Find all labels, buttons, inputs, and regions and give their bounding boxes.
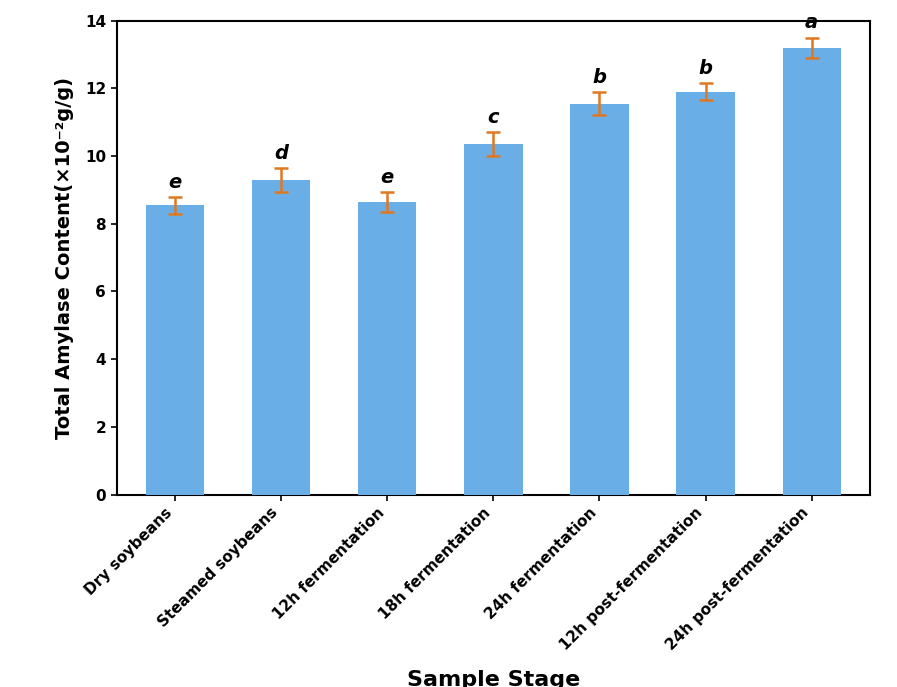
- Text: e: e: [169, 172, 181, 192]
- Bar: [358, 202, 416, 495]
- Bar: [782, 47, 840, 495]
- Text: d: d: [274, 144, 288, 163]
- Bar: [676, 92, 735, 495]
- Bar: [146, 205, 205, 495]
- Text: e: e: [380, 168, 394, 186]
- Text: b: b: [699, 59, 712, 78]
- Text: a: a: [806, 14, 818, 32]
- Text: b: b: [593, 67, 606, 87]
- Y-axis label: Total Amylase Content(×10⁻²g/g): Total Amylase Content(×10⁻²g/g): [55, 77, 74, 438]
- Bar: [252, 180, 310, 495]
- X-axis label: Sample Stage: Sample Stage: [406, 670, 580, 687]
- Bar: [570, 104, 629, 495]
- Bar: [464, 144, 523, 495]
- Text: c: c: [488, 109, 499, 127]
